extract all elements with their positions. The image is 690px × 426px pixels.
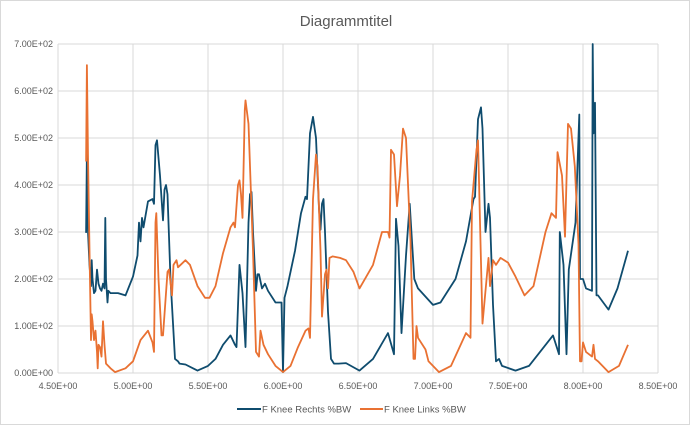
x-tick-label: 7.00E+00 xyxy=(414,381,453,391)
y-tick-label: 7.00E+02 xyxy=(14,39,53,49)
x-tick-label: 4.50E+00 xyxy=(39,381,78,391)
x-tick-label: 7.50E+00 xyxy=(489,381,528,391)
series-lines xyxy=(85,43,629,374)
series-line-links xyxy=(85,64,629,374)
legend: F Knee Rechts %BW F Knee Links %BW xyxy=(237,405,466,416)
y-tick-label: 4.00E+02 xyxy=(14,180,53,190)
y-axis-ticks: 0.00E+00 1.00E+02 2.00E+02 3.00E+02 4.00E+02… xyxy=(14,39,53,378)
y-tick-label: 3.00E+02 xyxy=(14,227,53,237)
y-tick-label: 5.00E+02 xyxy=(14,133,53,143)
x-axis-ticks: 4.50E+00 5.00E+00 5.50E+00 6.00E+00 6.50E+00… xyxy=(39,381,678,391)
gridlines xyxy=(57,43,659,374)
y-tick-label: 1.00E+02 xyxy=(14,321,53,331)
y-tick-label: 6.00E+02 xyxy=(14,86,53,96)
y-tick-label: 2.00E+02 xyxy=(14,274,53,284)
legend-label-rechts: F Knee Rechts %BW xyxy=(262,405,351,416)
x-tick-label: 5.50E+00 xyxy=(189,381,228,391)
chart-title: Diagrammtitel xyxy=(300,13,393,30)
x-tick-label: 8.00E+00 xyxy=(564,381,603,391)
x-tick-label: 6.00E+00 xyxy=(264,381,303,391)
series-line-rechts xyxy=(85,43,629,374)
x-tick-label: 5.00E+00 xyxy=(114,381,153,391)
legend-label-links: F Knee Links %BW xyxy=(384,405,466,416)
x-tick-label: 8.50E+00 xyxy=(639,381,678,391)
x-tick-label: 6.50E+00 xyxy=(339,381,378,391)
y-tick-label: 0.00E+00 xyxy=(14,368,53,378)
